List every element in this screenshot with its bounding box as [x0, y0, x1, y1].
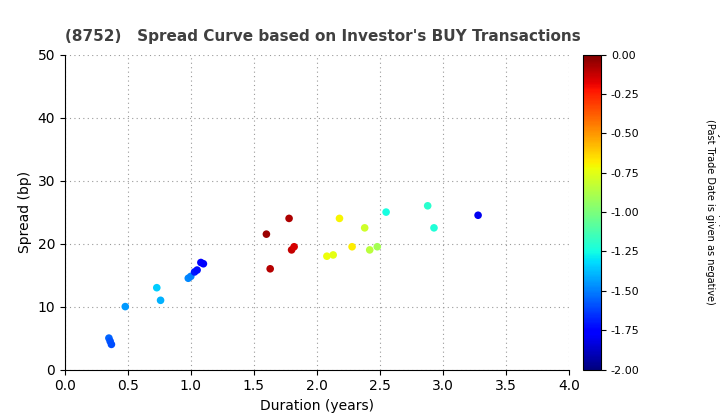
Text: (8752)   Spread Curve based on Investor's BUY Transactions: (8752) Spread Curve based on Investor's …: [65, 29, 580, 44]
Point: [364, 247, 376, 253]
Point: [120, 303, 131, 310]
Point: [286, 247, 297, 253]
Point: [197, 260, 209, 267]
Point: [359, 224, 370, 231]
Point: [346, 243, 358, 250]
Point: [189, 269, 200, 276]
Point: [283, 215, 295, 222]
Point: [264, 265, 276, 272]
Point: [328, 252, 339, 258]
Point: [192, 267, 203, 273]
Y-axis label: Time in years between 5/9/2025 and Trade Date
(Past Trade Date is given as negat: Time in years between 5/9/2025 and Trade…: [706, 94, 720, 330]
Y-axis label: Spread (bp): Spread (bp): [18, 171, 32, 253]
Point: [472, 212, 484, 218]
Point: [372, 243, 383, 250]
Point: [195, 259, 207, 266]
Point: [261, 231, 272, 238]
Point: [182, 275, 194, 281]
Point: [155, 297, 166, 304]
Point: [334, 215, 346, 222]
Point: [321, 253, 333, 260]
Point: [422, 202, 433, 209]
Point: [104, 338, 116, 344]
Point: [185, 273, 197, 280]
Point: [106, 341, 117, 348]
Point: [103, 335, 114, 341]
Point: [288, 243, 300, 250]
Point: [428, 224, 440, 231]
Point: [151, 284, 163, 291]
X-axis label: Duration (years): Duration (years): [260, 399, 374, 413]
Point: [380, 209, 392, 215]
